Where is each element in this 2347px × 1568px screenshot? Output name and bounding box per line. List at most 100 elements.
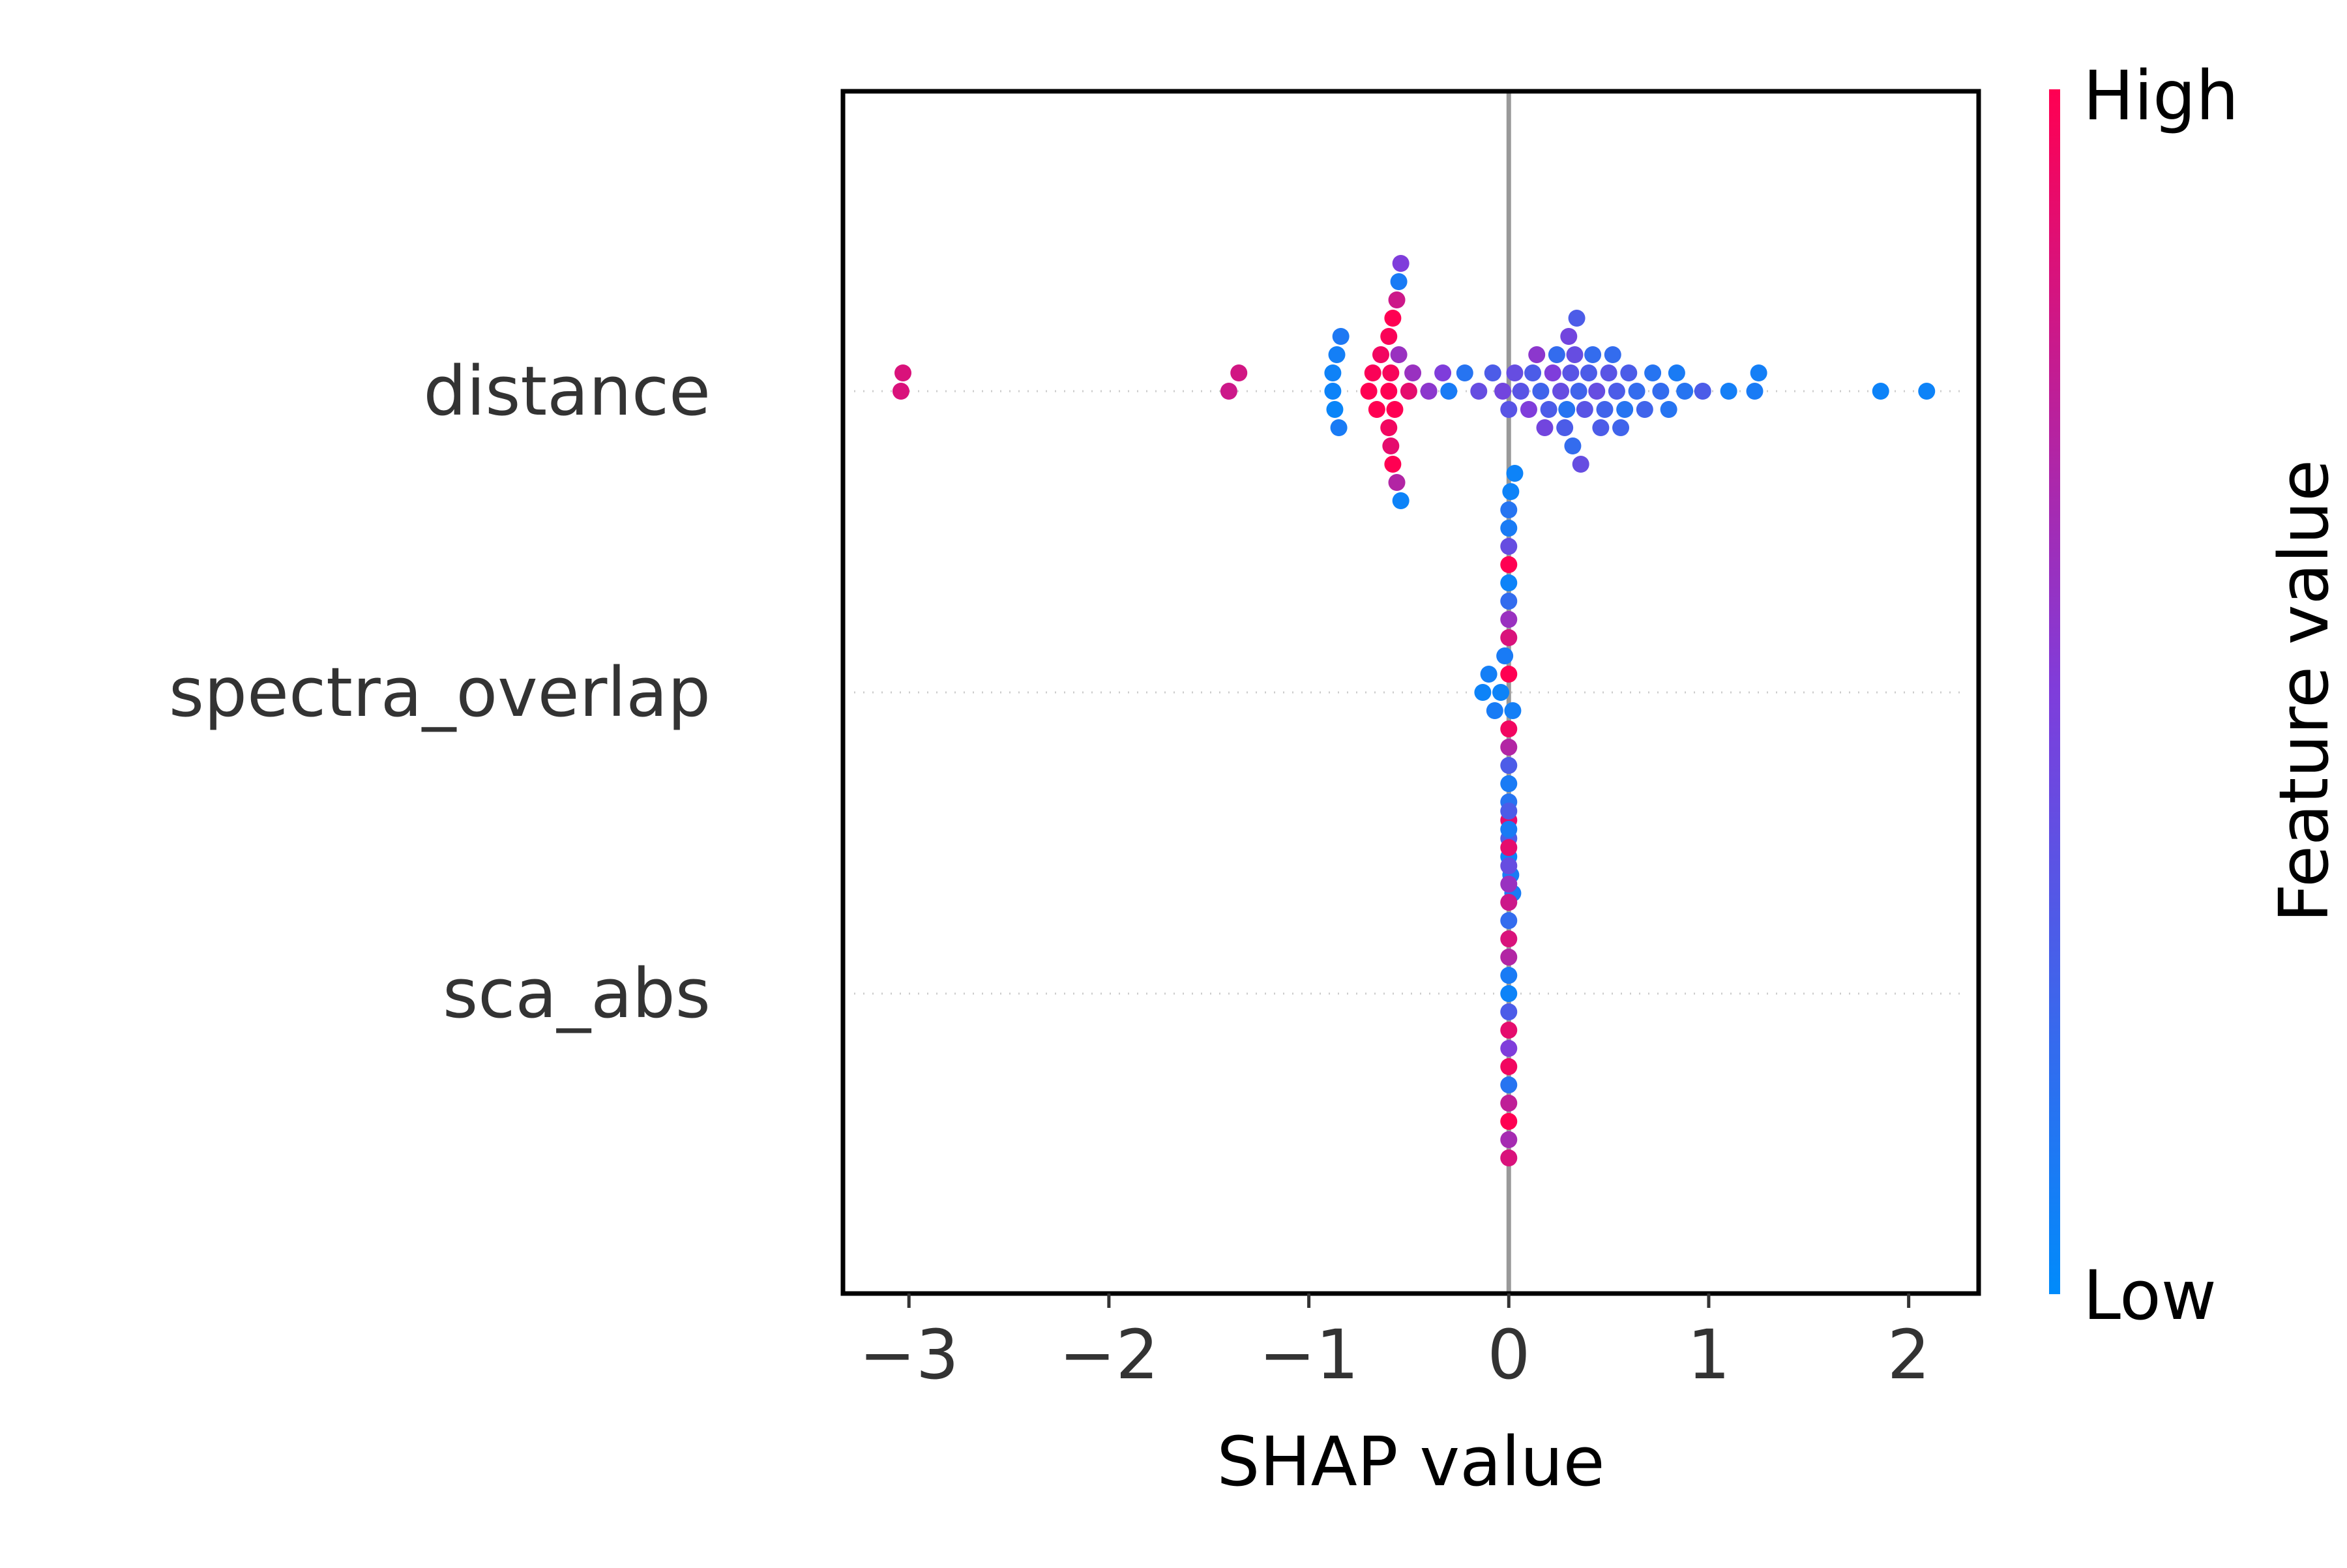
x-axis-title: SHAP value: [1217, 1422, 1604, 1501]
data-point-distance: [1562, 364, 1580, 381]
x-tick-label: 2: [1887, 1315, 1930, 1395]
data-point-spectra_overlap: [1500, 611, 1518, 628]
y-feature-label: spectra_overlap: [169, 653, 711, 732]
data-point-distance: [1404, 364, 1422, 381]
data-point-distance: [1520, 401, 1537, 418]
data-point-distance: [1392, 492, 1410, 509]
data-point-spectra_overlap: [1504, 702, 1522, 719]
data-point-distance: [1548, 346, 1565, 363]
data-point-distance: [1360, 383, 1378, 400]
data-point-spectra_overlap: [1500, 775, 1518, 792]
data-point-distance: [1652, 383, 1670, 400]
plot-frame: [840, 89, 1981, 1296]
data-point-sca_abs: [1500, 1149, 1518, 1166]
data-point-distance: [1380, 383, 1398, 400]
colorbar-title: Feature value: [2264, 460, 2344, 923]
data-point-distance: [1388, 474, 1406, 491]
data-point-distance: [1628, 383, 1646, 400]
data-point-sca_abs: [1500, 876, 1518, 893]
data-point-distance: [1536, 419, 1554, 436]
data-point-distance: [1616, 401, 1634, 418]
data-point-distance: [1750, 364, 1767, 381]
data-point-sca_abs: [1500, 839, 1518, 856]
data-point-sca_abs: [1500, 930, 1518, 947]
colorbar: [2049, 89, 2060, 1294]
data-point-distance: [1506, 364, 1524, 381]
data-point-distance: [1330, 419, 1348, 436]
data-point-distance: [1456, 364, 1473, 381]
data-point-sca_abs: [1500, 894, 1518, 911]
data-point-spectra_overlap: [1506, 465, 1524, 482]
data-point-sca_abs: [1500, 985, 1518, 1002]
data-point-distance: [1392, 255, 1410, 272]
data-point-distance: [1332, 328, 1350, 345]
data-point-distance: [1500, 401, 1518, 418]
data-point-spectra_overlap: [1474, 684, 1492, 701]
data-point-spectra_overlap: [1500, 556, 1518, 573]
data-point-spectra_overlap: [1502, 483, 1520, 500]
data-point-spectra_overlap: [1500, 538, 1518, 555]
data-point-sca_abs: [1500, 949, 1518, 966]
data-point-distance: [1386, 401, 1404, 418]
data-point-spectra_overlap: [1500, 666, 1518, 683]
y-feature-label: distance: [423, 351, 711, 431]
data-point-distance: [1324, 364, 1342, 381]
data-point-distance: [894, 364, 912, 381]
data-point-distance: [1620, 364, 1638, 381]
data-point-distance: [1584, 346, 1602, 363]
data-point-distance: [1400, 383, 1417, 400]
y-feature-label: sca_abs: [443, 954, 711, 1033]
data-point-distance: [1532, 383, 1550, 400]
data-point-distance: [1576, 401, 1593, 418]
data-point-distance: [1694, 383, 1711, 400]
data-point-distance: [1544, 364, 1561, 381]
data-point-distance: [1380, 419, 1398, 436]
data-point-distance: [1564, 437, 1582, 454]
data-point-sca_abs: [1500, 803, 1518, 820]
data-point-distance: [1600, 364, 1617, 381]
data-point-distance: [1230, 364, 1248, 381]
x-tick-label: 1: [1687, 1315, 1730, 1395]
colorbar-high-label: High: [2083, 56, 2239, 136]
data-point-distance: [1372, 346, 1389, 363]
data-point-sca_abs: [1500, 821, 1518, 838]
data-point-distance: [1380, 328, 1398, 345]
data-point-spectra_overlap: [1492, 684, 1510, 701]
data-point-distance: [1540, 401, 1557, 418]
data-point-distance: [1668, 364, 1685, 381]
data-point-sca_abs: [1500, 1058, 1518, 1075]
data-point-distance: [1434, 364, 1452, 381]
data-point-distance: [1644, 364, 1662, 381]
data-point-sca_abs: [1500, 912, 1518, 929]
data-point-spectra_overlap: [1500, 720, 1518, 737]
data-point-spectra_overlap: [1486, 702, 1503, 719]
data-point-distance: [1580, 364, 1597, 381]
data-point-distance: [1612, 419, 1630, 436]
data-point-sca_abs: [1500, 1076, 1518, 1093]
data-point-distance: [1440, 383, 1458, 400]
data-point-distance: [1220, 383, 1237, 400]
data-point-distance: [1484, 364, 1501, 381]
data-point-distance: [1368, 401, 1385, 418]
data-point-distance: [1592, 419, 1610, 436]
data-point-sca_abs: [1500, 1113, 1518, 1130]
data-point-sca_abs: [1500, 1040, 1518, 1057]
data-point-distance: [1390, 346, 1408, 363]
data-point-spectra_overlap: [1500, 739, 1518, 756]
x-tick-label: −1: [1259, 1315, 1359, 1395]
x-tick-label: 0: [1487, 1315, 1530, 1395]
data-point-distance: [1596, 401, 1614, 418]
data-point-distance: [1382, 364, 1400, 381]
data-point-distance: [1604, 346, 1621, 363]
data-point-distance: [1364, 364, 1381, 381]
data-point-distance: [1326, 401, 1344, 418]
data-point-sca_abs: [1500, 1131, 1518, 1148]
data-point-sca_abs: [1500, 967, 1518, 984]
data-point-distance: [1676, 383, 1694, 400]
data-point-distance: [1556, 419, 1574, 436]
data-point-distance: [1382, 437, 1400, 454]
colorbar-low-label: Low: [2083, 1256, 2217, 1335]
data-point-spectra_overlap: [1480, 666, 1498, 683]
